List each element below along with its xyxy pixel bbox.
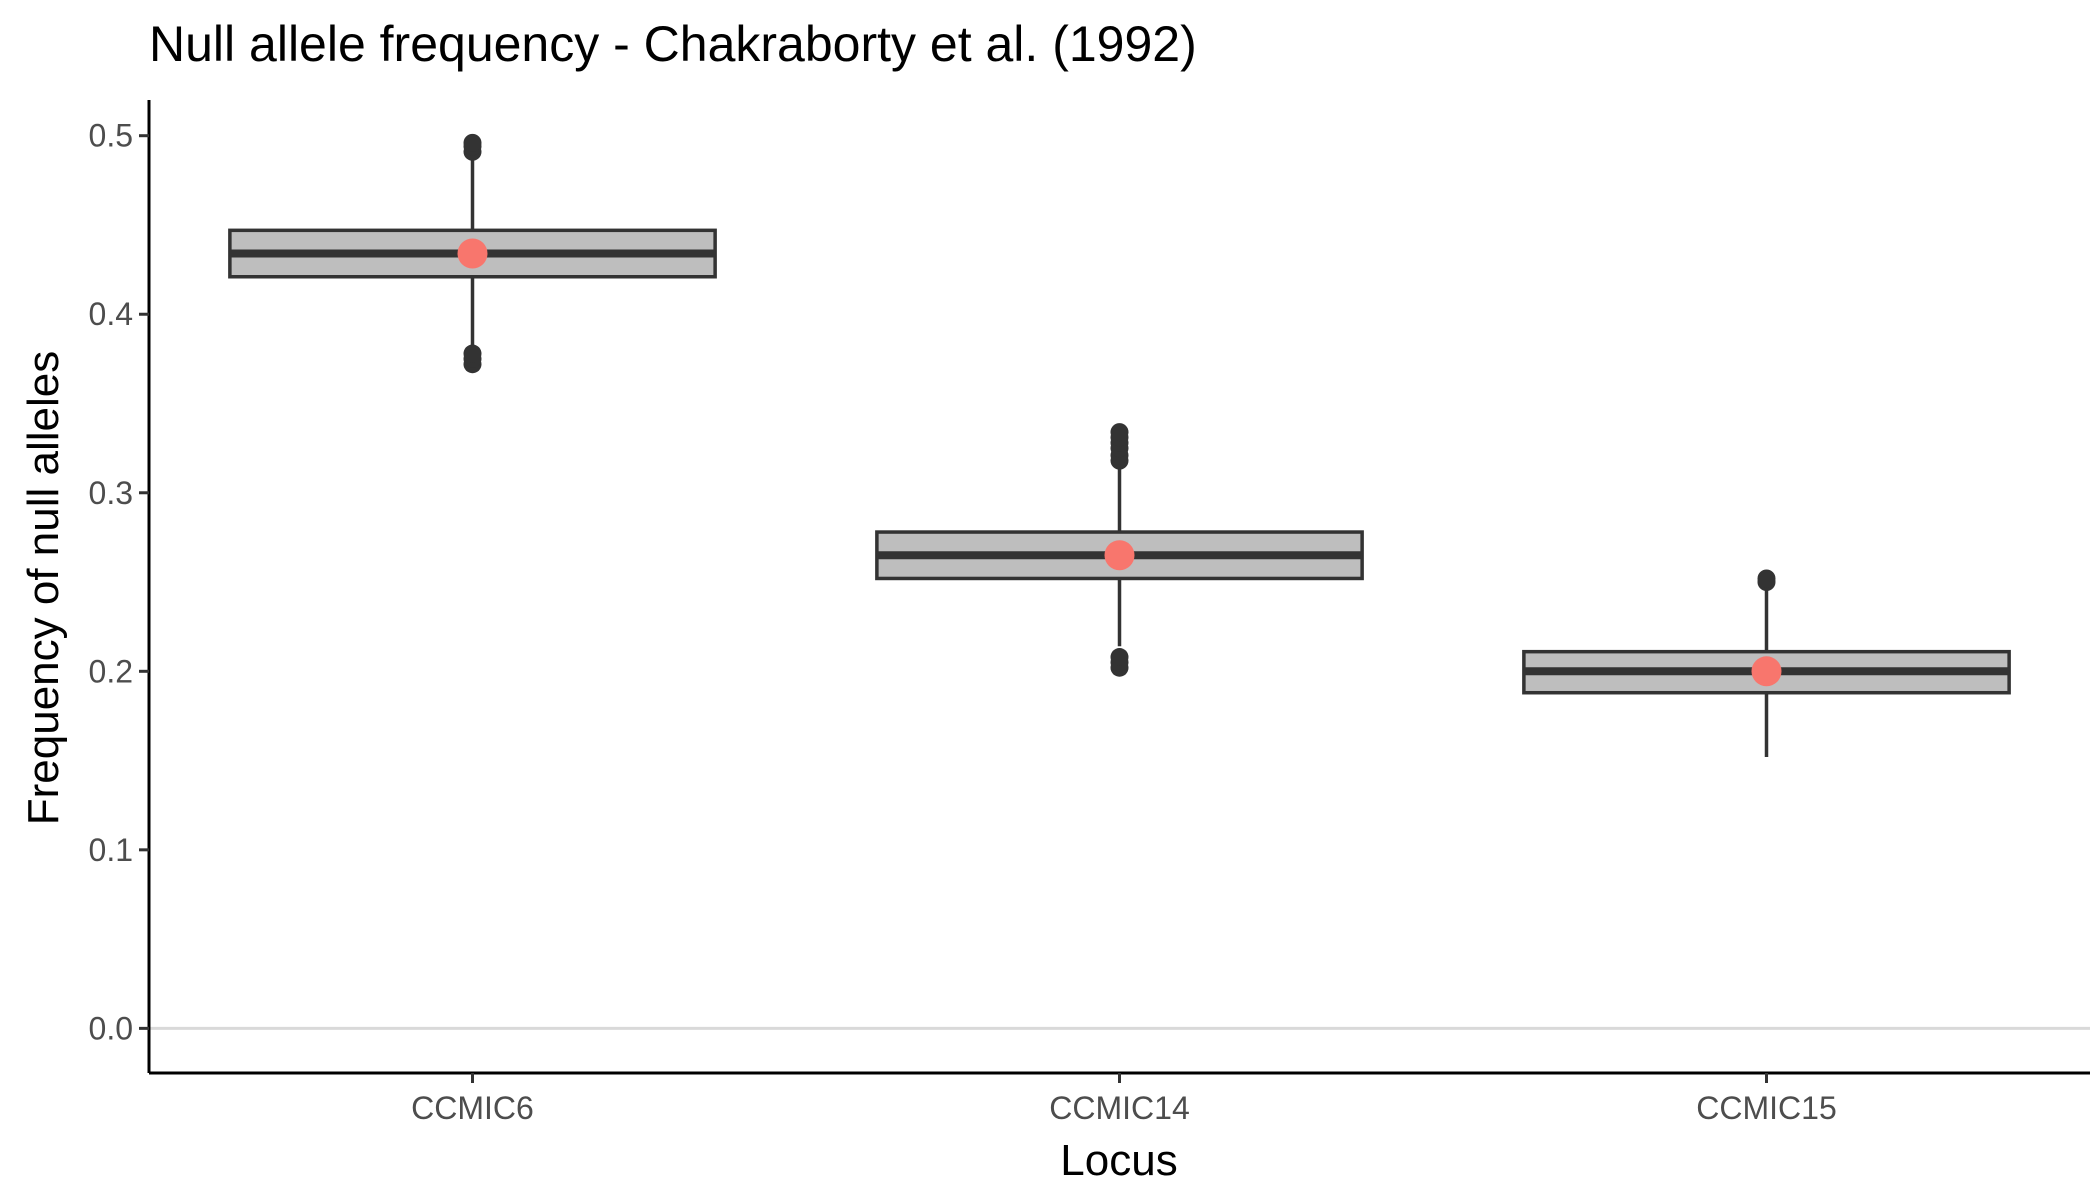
y-axis-title: Frequency of null alleles [19, 351, 68, 825]
x-axis-title: Locus [1060, 1136, 1177, 1185]
y-tick-label: 0.4 [89, 296, 133, 332]
y-tick-label: 0.1 [89, 832, 133, 868]
box-ccmic15 [1522, 569, 2011, 757]
x-tick-label: CCMIC6 [411, 1090, 534, 1126]
outlier-point [1110, 423, 1129, 442]
x-tick-label: CCMIC15 [1696, 1090, 1836, 1126]
y-tick-label: 0.0 [89, 1010, 133, 1046]
outlier-point [1110, 648, 1129, 667]
estimate-point [1104, 540, 1135, 571]
y-tick-label: 0.3 [89, 475, 133, 511]
y-tick-label: 0.5 [89, 118, 133, 154]
outlier-point [463, 344, 482, 363]
outlier-point [463, 133, 482, 152]
y-tick-label: 0.2 [89, 653, 133, 689]
x-tick-label: CCMIC14 [1049, 1090, 1189, 1126]
estimate-point [457, 238, 488, 269]
box-ccmic14 [875, 423, 1364, 677]
outlier-point [1757, 569, 1776, 588]
chart-title: Null allele frequency - Chakraborty et a… [149, 16, 1197, 72]
plot-area [149, 133, 2090, 1030]
box-ccmic6 [228, 133, 717, 374]
axes: 0.0 0.1 0.2 0.3 0.4 0.5 CCMIC6 CCMIC14 CCMIC15 [89, 100, 2090, 1126]
estimate-point [1751, 656, 1782, 687]
